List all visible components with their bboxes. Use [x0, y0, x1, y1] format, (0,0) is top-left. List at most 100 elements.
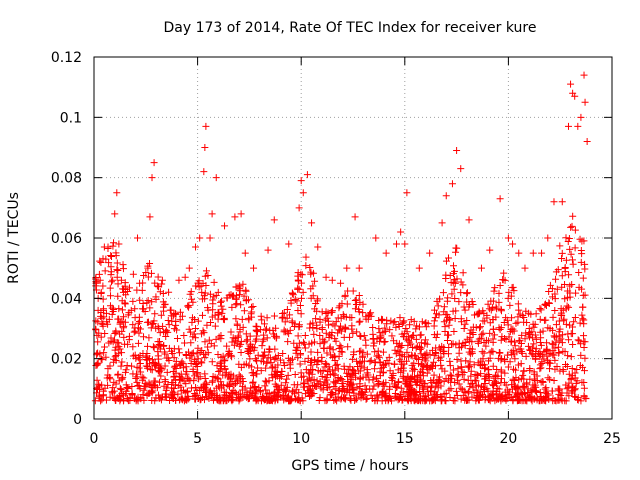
scatter-point: [452, 248, 460, 256]
scatter-point: [307, 359, 315, 367]
scatter-point: [498, 333, 506, 341]
scatter-point: [297, 373, 305, 381]
scatter-point: [455, 298, 463, 306]
scatter-point: [210, 342, 218, 350]
data-point: [372, 234, 380, 242]
data-point: [314, 243, 322, 251]
scatter-point: [503, 351, 511, 359]
scatter-point: [459, 281, 467, 289]
data-point: [457, 165, 465, 173]
scatter-point: [331, 379, 339, 387]
scatter-point: [146, 360, 154, 368]
scatter-point: [436, 295, 444, 303]
scatter-point: [214, 350, 222, 358]
scatter-point: [214, 308, 222, 316]
scatter-point: [350, 351, 358, 359]
scatter-point: [528, 350, 536, 358]
scatter-point: [318, 324, 326, 332]
scatter-point: [123, 361, 131, 369]
scatter-point: [325, 333, 333, 341]
scatter-point: [392, 323, 400, 331]
scatter-point: [421, 336, 429, 344]
scatter-point: [323, 395, 331, 403]
data-point: [477, 264, 485, 272]
data-point: [401, 240, 409, 248]
scatter-point: [310, 390, 318, 398]
scatter-point: [143, 350, 151, 358]
scatter-point: [541, 300, 549, 308]
scatter-point: [221, 357, 229, 365]
scatter-point: [441, 327, 449, 335]
scatter-point: [438, 395, 446, 403]
scatter-point: [512, 389, 520, 397]
x-axis-label: GPS time / hours: [291, 458, 408, 474]
scatter-point: [540, 316, 548, 324]
scatter-point: [359, 348, 367, 356]
scatter-point: [463, 298, 471, 306]
scatter-point: [144, 342, 152, 350]
scatter-point: [201, 354, 209, 362]
scatter-point: [512, 374, 520, 382]
scatter-point: [536, 361, 544, 369]
scatter-point: [92, 275, 100, 283]
scatter-point: [262, 326, 270, 334]
scatter-point: [102, 353, 110, 361]
scatter-point: [484, 300, 492, 308]
scatter-point: [480, 338, 488, 346]
scatter-point: [108, 310, 116, 318]
scatter-point: [341, 325, 349, 333]
scatter-point: [516, 397, 524, 405]
scatter-point: [170, 354, 178, 362]
scatter-point: [146, 259, 154, 267]
scatter-point: [260, 351, 268, 359]
scatter-point: [239, 280, 247, 288]
scatter-point: [109, 338, 117, 346]
scatter-point: [550, 377, 558, 385]
scatter-point: [307, 376, 315, 384]
scatter-point: [457, 363, 465, 371]
scatter-point: [442, 389, 450, 397]
scatter-point: [518, 349, 526, 357]
scatter-point: [91, 397, 99, 405]
scatter-point: [114, 371, 122, 379]
scatter-point: [339, 311, 347, 319]
scatter-point: [176, 361, 184, 369]
scatter-point: [389, 369, 397, 377]
scatter-point: [208, 358, 216, 366]
scatter-point: [261, 377, 269, 385]
scatter-point: [580, 316, 588, 324]
scatter-point: [98, 356, 106, 364]
scatter-point: [549, 340, 557, 348]
scatter-point: [411, 373, 419, 381]
scatter-point: [551, 333, 559, 341]
scatter-point: [523, 380, 531, 388]
scatter-point: [350, 389, 358, 397]
scatter-point: [189, 365, 197, 373]
scatter-point: [147, 269, 155, 277]
scatter-point: [476, 361, 484, 369]
scatter-point: [525, 309, 533, 317]
scatter-point: [567, 250, 575, 258]
scatter-point: [391, 392, 399, 400]
scatter-point: [210, 278, 218, 286]
scatter-point: [283, 314, 291, 322]
scatter-point: [542, 302, 550, 310]
scatter-point: [243, 336, 251, 344]
scatter-point: [307, 348, 315, 356]
scatter-point: [92, 282, 100, 290]
scatter-point: [155, 367, 163, 375]
scatter-point: [544, 356, 552, 364]
scatter-point: [217, 302, 225, 310]
scatter-point: [410, 317, 418, 325]
scatter-point: [215, 367, 223, 375]
scatter-point: [497, 307, 505, 315]
data-point: [111, 210, 119, 218]
points-layer: [91, 71, 591, 405]
scatter-point: [172, 381, 180, 389]
scatter-point: [398, 330, 406, 338]
scatter-point: [548, 285, 556, 293]
scatter-point: [307, 285, 315, 293]
data-point: [571, 92, 579, 100]
scatter-point: [153, 282, 161, 290]
scatter-point: [497, 397, 505, 405]
